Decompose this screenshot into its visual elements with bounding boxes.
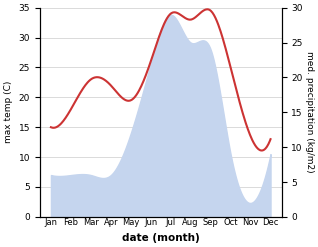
- X-axis label: date (month): date (month): [122, 233, 200, 243]
- Y-axis label: med. precipitation (kg/m2): med. precipitation (kg/m2): [305, 51, 314, 173]
- Y-axis label: max temp (C): max temp (C): [4, 81, 13, 144]
